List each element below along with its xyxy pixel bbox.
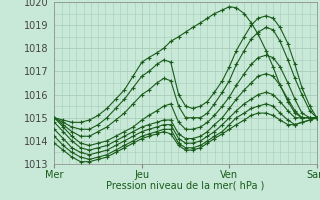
X-axis label: Pression niveau de la mer( hPa ): Pression niveau de la mer( hPa ) xyxy=(107,181,265,191)
